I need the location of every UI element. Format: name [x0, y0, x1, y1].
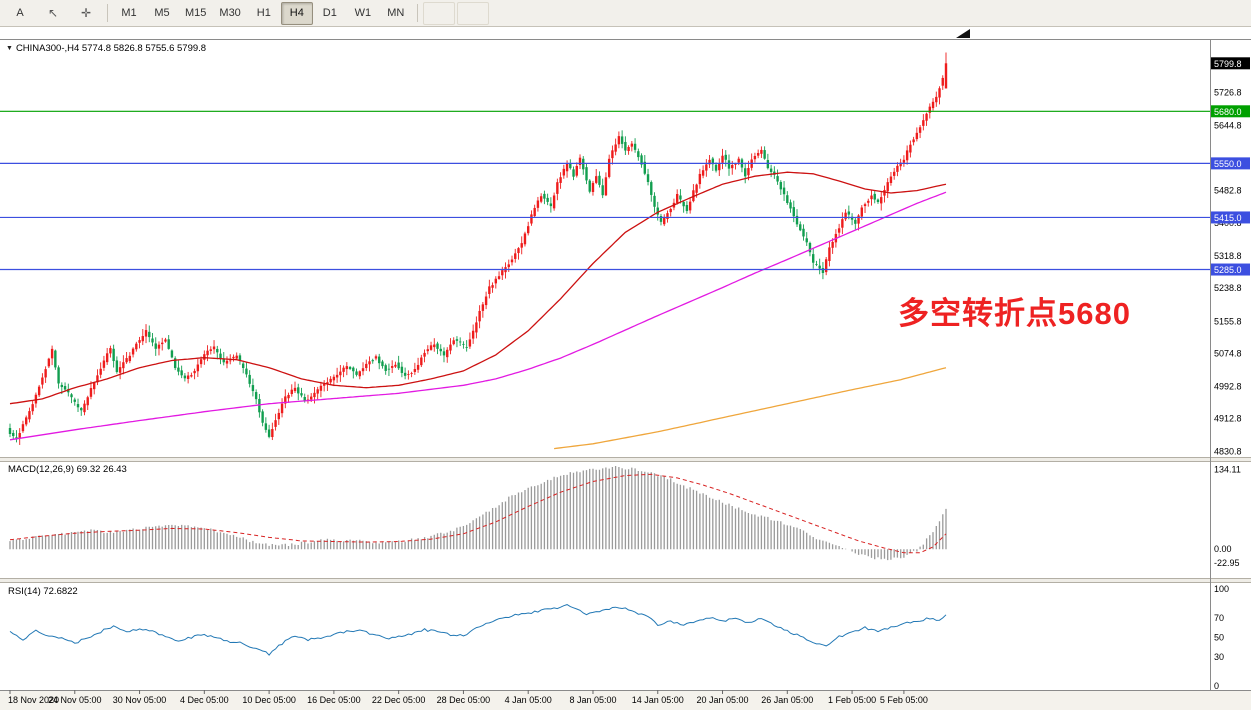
symbol-dropdown-icon[interactable]: ▼ [6, 45, 13, 52]
crosshair-button[interactable]: ✛ [80, 6, 92, 20]
chart-annotation-text[interactable]: 多空转折点5680 [898, 296, 1131, 331]
toolbar-separator [416, 4, 418, 22]
svg-text:18 Nov 2020: 18 Nov 2020 [8, 695, 59, 705]
svg-text:4 Jan 05:00: 4 Jan 05:00 [505, 695, 552, 705]
svg-text:10 Dec 05:00: 10 Dec 05:00 [242, 695, 296, 705]
svg-text:28 Dec 05:00: 28 Dec 05:00 [437, 695, 491, 705]
timeframe-m30-button[interactable]: M30 [219, 7, 241, 19]
toolbar-left-tools: A ↖ ✛ [4, 2, 102, 25]
axis-badge-5550.0 [1211, 157, 1250, 170]
svg-text:5482.8: 5482.8 [1214, 185, 1242, 195]
timeframe-m5-button[interactable]: M5 [154, 7, 170, 19]
svg-text:24 Nov 05:00: 24 Nov 05:00 [48, 695, 102, 705]
svg-text:30 Nov 05:00: 30 Nov 05:00 [113, 695, 167, 705]
ma-slow-line [554, 367, 947, 450]
svg-text:0: 0 [1214, 681, 1219, 691]
svg-text:4 Dec 05:00: 4 Dec 05:00 [180, 695, 229, 705]
svg-text:22 Dec 05:00: 22 Dec 05:00 [372, 695, 426, 705]
svg-text:5318.8: 5318.8 [1214, 251, 1242, 261]
svg-text:5726.8: 5726.8 [1214, 88, 1242, 98]
svg-text:5 Feb 05:00: 5 Feb 05:00 [880, 695, 928, 705]
toolbar-extra-tools [422, 1, 489, 25]
ma-mid-line [9, 191, 947, 441]
svg-text:5238.8: 5238.8 [1214, 283, 1242, 293]
moving-averages-layer [9, 171, 947, 450]
chart-shift-marker-icon[interactable] [956, 29, 970, 38]
toolbar-extra-button-1[interactable] [422, 1, 455, 25]
svg-text:5155.8: 5155.8 [1214, 316, 1242, 326]
timeframe-buttons: M1 M5 M15 M30 H1 H4 D1 W1 MN [113, 1, 412, 25]
axis-badge-5680.0 [1211, 105, 1250, 118]
svg-text:5074.8: 5074.8 [1214, 349, 1242, 359]
svg-text:5285.0: 5285.0 [1214, 265, 1242, 275]
axis-badge-5415.0 [1211, 211, 1250, 224]
svg-text:4830.8: 4830.8 [1214, 446, 1242, 456]
chart-canvas[interactable]: 5726.85644.85482.85400.85318.85238.85155… [0, 40, 1251, 710]
svg-text:134.11: 134.11 [1214, 465, 1241, 475]
toolbar-extra-button-2[interactable] [456, 1, 489, 25]
macd-signal-line [9, 473, 947, 554]
svg-text:70: 70 [1214, 613, 1224, 623]
toolbar-separator [107, 4, 108, 22]
svg-text:14 Jan 05:00: 14 Jan 05:00 [632, 695, 684, 705]
axis-badge-5285.0 [1211, 263, 1250, 276]
svg-text:0.00: 0.00 [1214, 544, 1232, 554]
rsi-line [9, 604, 947, 656]
rsi-indicator-label: RSI(14) 72.6822 [8, 586, 78, 597]
svg-text:30: 30 [1214, 652, 1224, 662]
cursor-button[interactable]: ↖ [47, 6, 59, 20]
main-toolbar: A ↖ ✛ M1 M5 M15 M30 H1 H4 D1 W1 MN [0, 0, 1251, 27]
svg-text:26 Jan 05:00: 26 Jan 05:00 [761, 695, 813, 705]
price-axis: 5726.85644.85482.85400.85318.85238.85155… [1211, 57, 1250, 456]
svg-text:5680.0: 5680.0 [1214, 107, 1242, 117]
svg-text:8 Jan 05:00: 8 Jan 05:00 [569, 695, 616, 705]
chart-title: ▼ CHINA300-,H4 5774.8 5826.8 5755.6 5799.… [6, 43, 206, 54]
rsi-pane: 100 70 50 30 0 [9, 584, 1229, 691]
svg-text:5415.0: 5415.0 [1214, 213, 1242, 223]
timeframe-m15-button[interactable]: M15 [185, 7, 207, 19]
timeframe-m1-button[interactable]: M1 [121, 7, 137, 19]
axis-badge-5799.8 [1211, 57, 1250, 70]
ma-fast-line [9, 171, 947, 405]
svg-text:16 Dec 05:00: 16 Dec 05:00 [307, 695, 361, 705]
horizontal-lines-layer [0, 110, 1210, 271]
svg-text:5644.8: 5644.8 [1214, 120, 1242, 130]
svg-text:4912.8: 4912.8 [1214, 414, 1242, 424]
svg-text:100: 100 [1214, 584, 1229, 594]
chart-window: 5726.85644.85482.85400.85318.85238.85155… [0, 39, 1251, 710]
macd-histogram [9, 466, 947, 561]
candles-layer [8, 52, 948, 445]
annotate-a-button[interactable]: A [16, 7, 24, 19]
timeframe-h4-button[interactable]: H4 [280, 1, 313, 25]
chart-title-text: CHINA300-,H4 5774.8 5826.8 5755.6 5799.8 [15, 43, 207, 54]
timeframe-h1-button[interactable]: H1 [256, 7, 271, 19]
svg-text:20 Jan 05:00: 20 Jan 05:00 [697, 695, 749, 705]
timeframe-mn-button[interactable]: MN [387, 7, 405, 19]
timeframe-d1-button[interactable]: D1 [322, 7, 337, 19]
svg-text:50: 50 [1214, 633, 1224, 643]
svg-text:-22.95: -22.95 [1214, 558, 1240, 568]
svg-text:1 Feb 05:00: 1 Feb 05:00 [828, 695, 876, 705]
chart-top-strip [0, 27, 1251, 39]
svg-text:5550.0: 5550.0 [1214, 159, 1242, 169]
macd-pane: 134.11 0.00 -22.95 [9, 465, 1241, 568]
chart-chrome [0, 40, 1251, 710]
macd-indicator-label: MACD(12,26,9) 69.32 26.43 [8, 464, 127, 475]
svg-text:5799.8: 5799.8 [1214, 59, 1242, 69]
timeframe-w1-button[interactable]: W1 [354, 7, 372, 19]
svg-text:4992.8: 4992.8 [1214, 382, 1242, 392]
